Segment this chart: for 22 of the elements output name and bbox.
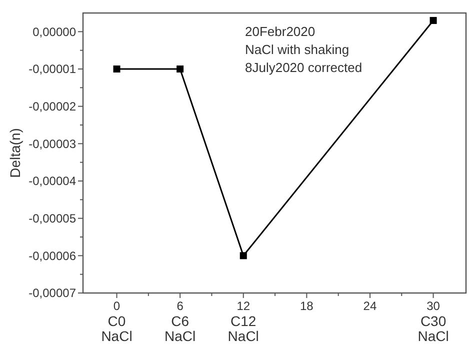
- x-tick-label: 30 C30 NaCl: [418, 299, 449, 344]
- annotation: 20Febr2020: [245, 24, 316, 39]
- point: [113, 66, 120, 72]
- y-tick-label: -0,00007: [28, 286, 76, 300]
- x-tick-label: 24: [363, 299, 377, 313]
- x-tick-label: 12 C12 NaCl: [228, 299, 259, 344]
- point: [240, 252, 247, 260]
- y-tick-label: -0,00005: [28, 212, 76, 226]
- point: [176, 66, 184, 72]
- y-tick-label: -0,00003: [28, 136, 76, 151]
- y-tick-label: -0,00002: [28, 100, 76, 114]
- x-tick-label: 6 C6 NaCl: [164, 299, 196, 344]
- x-tick-label: 18: [300, 299, 314, 313]
- y-tick-label: -0,00006: [28, 248, 76, 263]
- point: [430, 16, 437, 24]
- annotation: 8July2020 corrected: [245, 60, 362, 75]
- y-tick-label: 0,00000: [32, 24, 76, 39]
- annotation: NaCl with shaking: [245, 42, 350, 57]
- x-tick-label: 0 C0 NaCl: [101, 299, 132, 344]
- y-tick-label: -0,00001: [28, 62, 76, 76]
- y-axis-title: Delta(n): [7, 128, 23, 178]
- y-tick-label: -0,00004: [28, 174, 76, 188]
